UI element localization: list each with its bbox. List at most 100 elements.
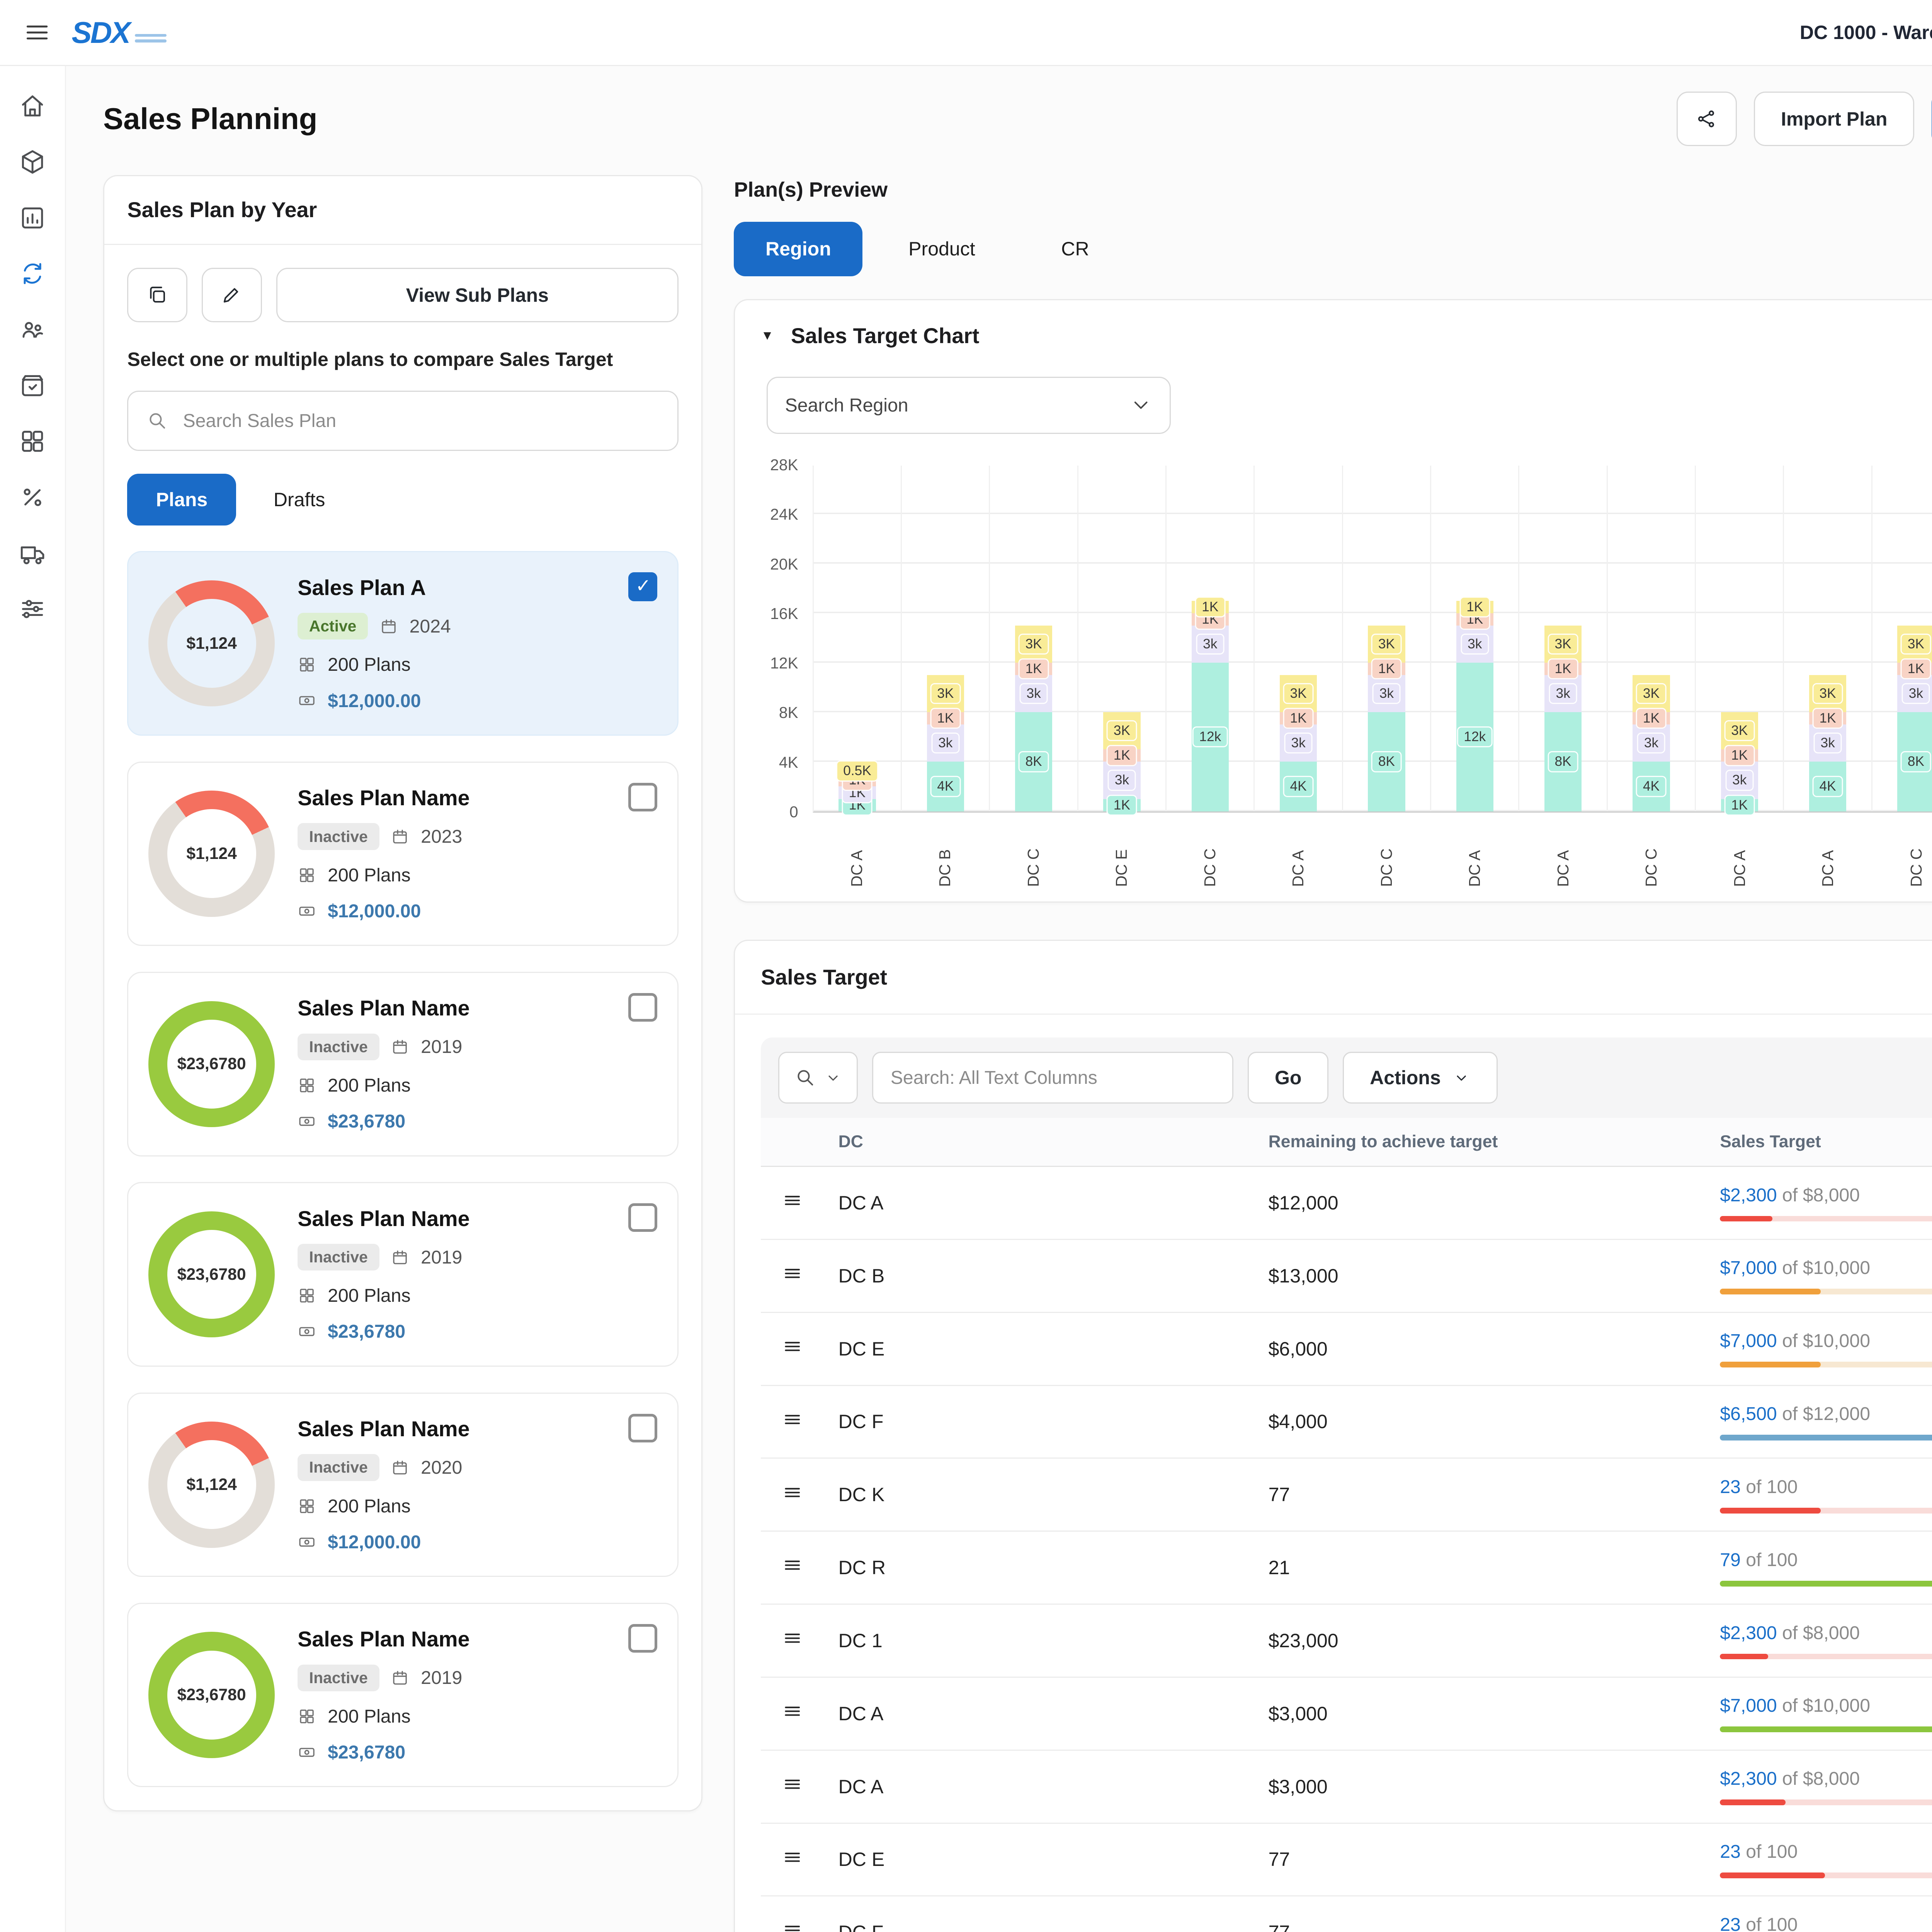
table-row[interactable]: DC A $3,000 $2,300 of $8,000 15% [761, 1750, 1932, 1824]
plan-card[interactable]: $1,124 Sales Plan A Active 2024 200 Plan… [127, 551, 679, 736]
achieved-amount-link[interactable]: $7,000 [1720, 1330, 1777, 1352]
preview-tab-cr[interactable]: CR [1021, 222, 1129, 276]
bar-segment-q1: 4K [927, 762, 964, 811]
bar-segment-q2: 3k [927, 724, 964, 762]
rail-item-products[interactable] [18, 148, 47, 176]
tab-plans[interactable]: Plans [127, 474, 236, 526]
stacked-bar[interactable]: 4K 3k 1K 3K [1809, 675, 1847, 811]
go-button[interactable]: Go [1248, 1052, 1329, 1104]
plan-amount: $12,000.00 [328, 1531, 421, 1553]
rail-item-orders[interactable] [18, 371, 47, 400]
rail-item-team[interactable] [18, 315, 47, 344]
plan-card[interactable]: $23,6780 Sales Plan Name Inactive 2019 2… [127, 971, 679, 1156]
rail-item-shipping[interactable] [18, 539, 47, 568]
achieved-amount-link[interactable]: 79 [1720, 1549, 1741, 1570]
stacked-bar[interactable]: 8K 3k 1K 3K [1544, 625, 1582, 811]
table-row[interactable]: DC A $12,000 $2,300 of $8,000 12% [761, 1166, 1932, 1240]
rail-item-discounts[interactable] [18, 483, 47, 512]
table-header-row: DC Remaining to achieve target Sales Tar… [761, 1117, 1932, 1167]
row-drag-handle-icon[interactable] [781, 1773, 804, 1796]
stacked-bar[interactable]: 12k 3k 1K 1K [1456, 596, 1493, 811]
share-button[interactable] [1676, 92, 1737, 146]
plan-checkbox[interactable] [628, 1203, 657, 1232]
achieved-amount-link[interactable]: 23 [1720, 1914, 1741, 1932]
search-sales-plan-input[interactable] [183, 410, 660, 432]
table-row[interactable]: DC R 21 79 of 100 90% [761, 1531, 1932, 1605]
table-row[interactable]: DC E $6,000 $7,000 of $10,000 23% [761, 1312, 1932, 1386]
search-column-selector[interactable] [778, 1052, 858, 1104]
import-plan-button[interactable]: Import Plan [1754, 92, 1915, 146]
row-drag-handle-icon[interactable] [781, 1262, 804, 1285]
row-drag-handle-icon[interactable] [781, 1846, 804, 1869]
achieved-amount-link[interactable]: $2,300 [1720, 1622, 1777, 1643]
plan-checkbox[interactable] [628, 572, 657, 601]
plan-card[interactable]: $1,124 Sales Plan Name Inactive 2023 200… [127, 761, 679, 946]
table-row[interactable]: DC B $13,000 $7,000 of $10,000 23% [761, 1239, 1932, 1313]
stacked-bar[interactable]: 1K1K1K0.5K [836, 760, 878, 816]
duplicate-plan-button[interactable] [127, 268, 188, 323]
stacked-bar[interactable]: 8K 3k 1K 3K [1897, 625, 1932, 811]
table-row[interactable]: DC A $3,000 $7,000 of $10,000 90% [761, 1677, 1932, 1751]
rail-item-apps[interactable] [18, 427, 47, 456]
edit-plan-button[interactable] [202, 268, 262, 323]
bar-segment-q1: 1K [1721, 794, 1758, 816]
table-row[interactable]: DC F 77 23 of 100 12% [761, 1896, 1932, 1932]
plan-card[interactable]: $1,124 Sales Plan Name Inactive 2020 200… [127, 1392, 679, 1577]
stacked-bar[interactable]: 12k 3k 1K 1K [1191, 596, 1229, 811]
stacked-bar[interactable]: 4K 3k 1K 3K [927, 675, 964, 811]
search-region-select[interactable]: Search Region [767, 376, 1171, 434]
row-drag-handle-icon[interactable] [781, 1189, 804, 1212]
achieved-amount-link[interactable]: $7,000 [1720, 1257, 1777, 1279]
table-row[interactable]: DC 1 $23,000 $2,300 of $8,000 11% [761, 1604, 1932, 1678]
plan-checkbox[interactable] [628, 782, 657, 811]
row-drag-handle-icon[interactable] [781, 1408, 804, 1431]
achieved-amount-link[interactable]: $2,300 [1720, 1768, 1777, 1789]
row-drag-handle-icon[interactable] [781, 1554, 804, 1577]
achieved-amount-link[interactable]: 23 [1720, 1841, 1741, 1862]
achieved-amount-link[interactable]: $2,300 [1720, 1184, 1777, 1206]
achieved-amount-link[interactable]: $7,000 [1720, 1695, 1777, 1716]
stacked-bar[interactable]: 8K 3k 1K 3K [1368, 625, 1405, 811]
row-drag-handle-icon[interactable] [781, 1627, 804, 1650]
plan-card[interactable]: $23,6780 Sales Plan Name Inactive 2019 2… [127, 1602, 679, 1787]
sales-target-cell: $6,500 of $12,000 76% [1700, 1385, 1932, 1459]
view-sub-plans-button[interactable]: View Sub Plans [276, 268, 679, 323]
stacked-bar[interactable]: 4K 3k 1K 3K [1633, 675, 1670, 811]
achieved-amount-link[interactable]: 23 [1720, 1476, 1741, 1497]
actions-button[interactable]: Actions [1343, 1052, 1498, 1104]
rail-item-home[interactable] [18, 92, 47, 120]
rail-item-sales-planning[interactable] [18, 259, 47, 288]
table-search-input[interactable] [872, 1052, 1234, 1104]
row-drag-handle-icon[interactable] [781, 1481, 804, 1504]
table-row[interactable]: DC E 77 23 of 100 24% [761, 1823, 1932, 1897]
hamburger-menu-button[interactable] [23, 18, 51, 47]
search-icon [798, 1070, 813, 1086]
stacked-bar[interactable]: 1K 3k 1K 3K [1721, 712, 1758, 816]
stacked-bar[interactable]: 1K 3k 1K 3K [1103, 712, 1141, 816]
plan-checkbox[interactable] [628, 1413, 657, 1442]
stacked-bar[interactable]: 8K 3k 1K 3K [1015, 625, 1053, 811]
row-drag-handle-icon[interactable] [781, 1335, 804, 1358]
row-drag-handle-icon[interactable] [781, 1919, 804, 1932]
tab-drafts[interactable]: Drafts [245, 474, 354, 526]
target-of-label: of 100 [1740, 1841, 1798, 1862]
achieved-amount-link[interactable]: $6,500 [1720, 1403, 1777, 1425]
preview-tab-region[interactable]: Region [734, 221, 863, 276]
plan-year: 2023 [421, 826, 463, 847]
cash-icon [299, 1327, 315, 1337]
rail-item-settings[interactable] [18, 595, 47, 623]
preview-tab-product[interactable]: Product [868, 222, 1015, 276]
plan-card[interactable]: $23,6780 Sales Plan Name Inactive 2019 2… [127, 1182, 679, 1367]
chart-y-axis: 0 4K 8K 12K 16K 20K 24K 28K [750, 456, 813, 821]
table-row[interactable]: DC K 77 23 of 100 50% [761, 1458, 1932, 1532]
caret-down-icon [1457, 1075, 1466, 1081]
stacked-bar[interactable]: 4K 3k 1K 3K [1279, 675, 1317, 811]
row-drag-handle-icon[interactable] [781, 1700, 804, 1723]
plan-checkbox[interactable] [628, 1624, 657, 1653]
segment-label: 3K [1636, 683, 1667, 704]
collapse-triangle-icon[interactable]: ▼ [761, 328, 774, 343]
plan-checkbox[interactable] [628, 993, 657, 1022]
remaining-cell: $12,000 [1248, 1166, 1700, 1240]
rail-item-reports[interactable] [18, 204, 47, 232]
table-row[interactable]: DC F $4,000 $6,500 of $12,000 76% [761, 1385, 1932, 1459]
